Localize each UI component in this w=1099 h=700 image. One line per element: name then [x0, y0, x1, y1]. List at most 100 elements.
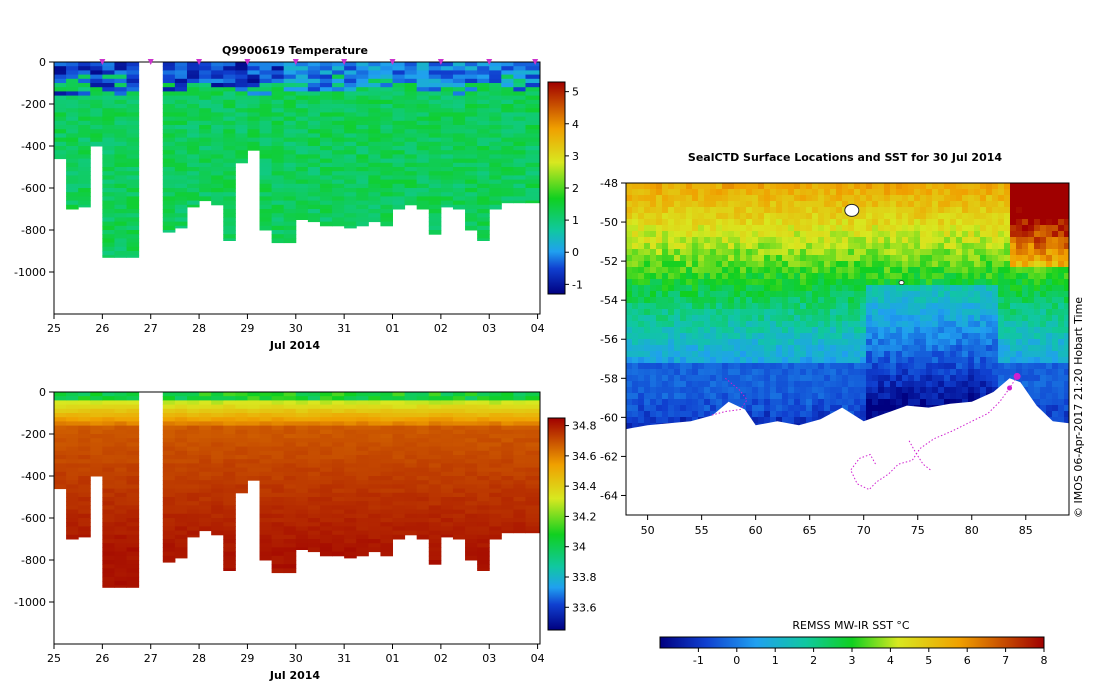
section-cell: [259, 116, 273, 122]
sst-cell: [632, 315, 639, 322]
sst-cell: [1028, 291, 1035, 298]
sst-cell: [842, 267, 849, 274]
section-cell: [186, 530, 200, 536]
section-cell: [102, 505, 115, 511]
section-cell: [344, 421, 357, 427]
sst-cell: [626, 351, 633, 358]
sst-cell: [812, 231, 819, 238]
sst-cell: [914, 207, 921, 214]
section-cell: [392, 91, 406, 97]
section-cell: [114, 171, 128, 176]
section-cell: [380, 108, 394, 113]
section-cell: [344, 192, 357, 197]
sst-cell: [902, 225, 909, 232]
section-cell: [162, 154, 176, 160]
section-cell: [356, 192, 369, 197]
section-cell: [66, 476, 79, 481]
section-cell: [428, 560, 442, 565]
section-cell: [54, 78, 67, 84]
sst-cell: [974, 303, 981, 310]
section-cell: [235, 488, 248, 494]
section-cell: [295, 200, 309, 206]
section-cell: [199, 455, 212, 460]
sst-cell: [962, 321, 969, 328]
sst-cell: [764, 333, 771, 340]
section-cell: [247, 429, 261, 435]
section-cell: [186, 413, 200, 418]
section-cell: [404, 429, 418, 435]
sst-cell: [770, 291, 777, 298]
sst-cell: [704, 321, 711, 328]
sst-cell: [908, 285, 915, 292]
sst-cell: [668, 345, 675, 352]
sst-cell: [872, 183, 879, 190]
section-cell: [380, 125, 394, 130]
section-cell: [186, 438, 200, 443]
sst-cell: [926, 309, 933, 316]
sst-cell: [1052, 249, 1059, 256]
section-cell: [319, 175, 333, 181]
section-cell: [307, 547, 321, 553]
sst-cell: [914, 261, 921, 268]
sst-cell: [938, 261, 945, 268]
sst-cell: [734, 267, 741, 274]
sst-cell: [890, 207, 897, 214]
sst-cell: [1046, 261, 1053, 268]
sst-cell: [734, 231, 741, 238]
sst-cell: [638, 339, 645, 346]
section-cell: [525, 78, 541, 84]
sst-cell: [638, 267, 645, 274]
section-cell: [295, 497, 309, 502]
y-tick-label: -600: [21, 512, 46, 525]
sst-cell: [974, 195, 981, 202]
section-cell: [452, 83, 466, 88]
section-cell: [416, 95, 430, 101]
section-cell: [404, 116, 418, 122]
sst-cell: [824, 279, 831, 286]
sst-cell: [890, 225, 897, 232]
section-cell: [307, 438, 321, 443]
section-cell: [501, 62, 514, 67]
section-cell: [356, 108, 369, 113]
sst-cell: [860, 309, 867, 316]
sst-cell: [1010, 201, 1017, 208]
section-cell: [428, 209, 442, 214]
section-cell: [404, 91, 418, 97]
section-cell: [223, 112, 236, 118]
sst-cell: [1034, 279, 1041, 286]
sst-cell: [728, 243, 735, 250]
section-cell: [513, 471, 526, 477]
section-cell: [344, 150, 357, 155]
section-cell: [199, 175, 212, 181]
sst-cell: [782, 213, 789, 220]
sst-cell: [644, 237, 651, 244]
sst-cell: [1046, 327, 1053, 334]
sst-cell: [962, 291, 969, 298]
sst-cell: [644, 201, 651, 208]
section-cell: [440, 183, 454, 189]
section-cell: [114, 446, 128, 452]
section-cell: [223, 200, 236, 206]
section-cell: [186, 467, 200, 473]
sst-cell: [998, 213, 1005, 220]
section-cell: [235, 455, 248, 460]
sst-cell: [1058, 231, 1065, 238]
section-cell: [54, 442, 67, 448]
sst-cell: [800, 327, 807, 334]
section-cell: [90, 400, 103, 406]
section-cell: [102, 255, 115, 258]
section-cell: [259, 74, 273, 80]
section-cell: [186, 62, 200, 67]
section-cell: [332, 150, 345, 155]
section-cell: [428, 78, 442, 84]
section-cell: [356, 137, 369, 143]
section-cell: [211, 167, 224, 172]
sst-cell: [818, 237, 825, 244]
sst-cell: [950, 333, 957, 340]
section-cell: [440, 442, 454, 448]
section-cell: [440, 471, 454, 477]
sst-cell: [674, 219, 681, 226]
section-cell: [199, 188, 212, 193]
section-cell: [259, 133, 273, 139]
section-cell: [223, 467, 236, 473]
